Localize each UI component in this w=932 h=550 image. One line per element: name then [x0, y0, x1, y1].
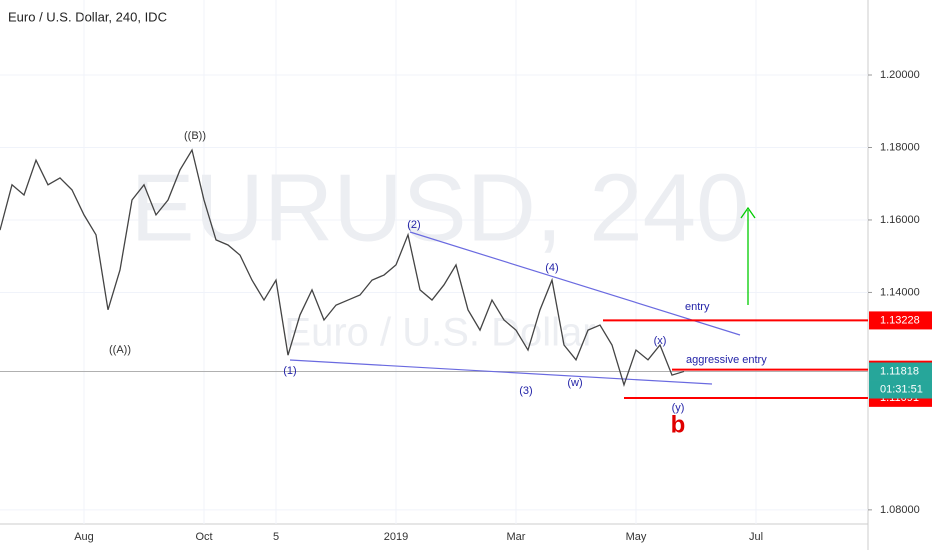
- y-tick-label: 1.08000: [880, 504, 920, 516]
- trend-line: [409, 231, 741, 336]
- watermark: EURUSD, 240 Euro / U.S. Dollar: [131, 154, 750, 354]
- wave-label: ((B)): [184, 130, 206, 142]
- x-tick-label: Mar: [507, 531, 526, 543]
- y-tick-label: 1.20000: [880, 69, 920, 81]
- wave-label: (x): [654, 335, 667, 347]
- countdown-badge: [869, 380, 932, 399]
- x-tick-label: May: [626, 531, 647, 543]
- annotation: b: [671, 411, 686, 438]
- wave-label: (2): [407, 219, 420, 231]
- price-badge-label: 1.11818: [880, 365, 919, 377]
- wave-label: (3): [519, 385, 532, 397]
- chart-title: Euro / U.S. Dollar, 240, IDC: [8, 9, 167, 24]
- x-tick-label: Aug: [74, 531, 94, 543]
- y-tick-label: 1.14000: [880, 286, 920, 298]
- y-tick-label: 1.16000: [880, 214, 920, 226]
- watermark-symbol: EURUSD, 240: [131, 154, 750, 261]
- price-badge: [869, 311, 932, 330]
- wave-label: (1): [283, 365, 296, 377]
- price-badge-label: 1.13228: [880, 314, 920, 326]
- wave-label: ((A)): [109, 344, 131, 356]
- wave-label: (4): [545, 262, 558, 274]
- x-tick-label: 5: [273, 531, 279, 543]
- price-badge: [869, 362, 932, 381]
- annotation: aggressive entry: [686, 354, 767, 366]
- watermark-name: Euro / U.S. Dollar: [284, 311, 595, 355]
- wave-label: (w): [567, 377, 582, 389]
- price-line: [0, 148, 685, 387]
- target-arrow-head: [740, 206, 756, 219]
- countdown: 01:31:51: [880, 383, 923, 395]
- x-tick-label: 2019: [384, 531, 408, 543]
- x-tick-label: Oct: [195, 531, 212, 543]
- x-tick-label: Jul: [749, 531, 763, 543]
- trend-line: [289, 359, 713, 385]
- annotation: entry: [685, 301, 710, 313]
- wave-label: (y): [672, 402, 685, 414]
- y-tick-label: 1.18000: [880, 141, 920, 153]
